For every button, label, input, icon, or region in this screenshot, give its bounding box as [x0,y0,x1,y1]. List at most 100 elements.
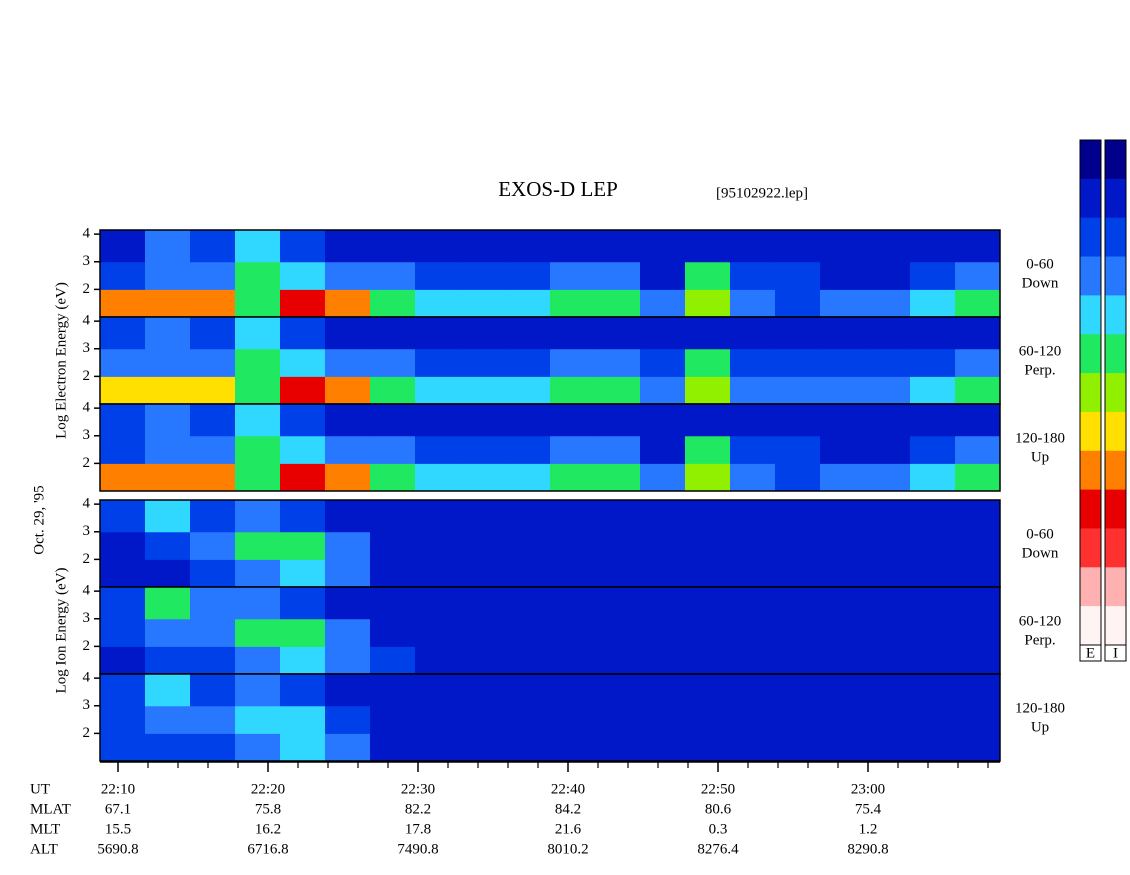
spectrogram-cell [820,317,866,350]
spectrogram-cell [595,348,641,377]
spectrogram-cell [325,289,371,318]
panel-label: Perp. [1024,632,1055,648]
ephemeris-value: 80.6 [705,801,732,817]
spectrogram-cell [775,261,821,290]
panel-label: Perp. [1024,362,1055,378]
spectrogram-cell [415,674,461,707]
colorbar-step [1105,411,1126,452]
spectrogram-cell [865,348,911,377]
spectrogram-cell [865,559,911,588]
spectrogram-cell [685,317,731,350]
spectrogram-cell [550,317,596,350]
spectrogram-cell [685,646,731,675]
panel-label: 60-120 [1019,343,1062,359]
spectrogram-cell [280,674,326,707]
spectrogram-cell [910,261,956,290]
spectrogram-cell [100,733,146,762]
spectrogram-cell [460,559,506,588]
spectrogram-cell [415,404,461,437]
spectrogram-cell [370,261,416,290]
spectrogram-cell [280,404,326,437]
spectrogram-cell [955,230,1001,263]
panel-label: 120-180 [1015,700,1065,716]
spectrogram-cell [550,674,596,707]
spectrogram-cell [955,317,1001,350]
spectrogram-cell [415,348,461,377]
spectrogram-cell [505,705,551,734]
spectrogram-cell [235,317,281,350]
spectrogram-cell [685,674,731,707]
colorbar-step [1105,295,1126,335]
spectrogram-cell [370,404,416,437]
spectrogram-cell [640,674,686,707]
ephemeris-value: 67.1 [105,801,131,817]
spectrogram-cell [550,404,596,437]
spectrogram-cell [640,705,686,734]
spectrogram-cell [595,463,641,492]
colorbar-step [1080,606,1101,646]
spectrogram-cell [190,230,236,263]
ephemeris-value: 21.6 [555,821,582,837]
spectrogram-cell [460,587,506,620]
ephemeris-value: 8010.2 [547,841,588,857]
spectrogram-cell [145,435,191,464]
spectrogram-cell [280,230,326,263]
spectrogram-cell [280,733,326,762]
spectrogram-cell [100,587,146,620]
row-label: MLT [30,821,60,837]
spectrogram-cell [820,674,866,707]
spectrogram-cell [550,705,596,734]
colorbar-step [1080,256,1101,296]
spectrogram-cell [685,559,731,588]
ephemeris-value: 7490.8 [397,841,438,857]
spectrogram-cell [730,289,776,318]
spectrogram-cell [775,587,821,620]
ephemeris-value: 5690.8 [97,841,138,857]
spectrogram-cell [685,733,731,762]
spectrogram-cell [640,463,686,492]
spectrogram-cell [100,317,146,350]
spectrogram-cell [190,646,236,675]
spectrogram-cell [100,531,146,560]
spectrogram-cell [415,435,461,464]
spectrogram-cell [865,376,911,405]
spectrogram-cell [235,404,281,437]
spectrogram-cell [775,348,821,377]
spectrogram-cell [145,559,191,588]
spectrogram-cell [190,261,236,290]
spectrogram-cell [820,733,866,762]
spectrogram-cell [505,618,551,647]
spectrogram-cell [910,230,956,263]
spectrogram-cell [955,705,1001,734]
spectrogram-cell [730,559,776,588]
spectrogram-cell [820,348,866,377]
spectrogram-cell [595,404,641,437]
spectrogram-cell [910,435,956,464]
spectrogram-cell [595,376,641,405]
spectrogram-cell [685,531,731,560]
spectrogram-cell [505,376,551,405]
spectrogram-cell [730,404,776,437]
ephemeris-value: 8290.8 [847,841,888,857]
spectrogram-cell [280,587,326,620]
colorbar-step [1080,489,1101,529]
spectrogram-cell [865,618,911,647]
spectrogram-cell [370,463,416,492]
spectrogram-cell [775,674,821,707]
colorbar-step [1080,178,1101,219]
colorbar-label: E [1086,645,1095,661]
spectrogram-cell [100,289,146,318]
spectrogram-cell [820,705,866,734]
spectrogram-cell [595,261,641,290]
spectrogram-cell [820,500,866,533]
spectrogram-cell [595,646,641,675]
spectrogram-cell [460,261,506,290]
spectrogram-cell [145,463,191,492]
spectrogram-cell [910,674,956,707]
spectrogram-cell [820,261,866,290]
colorbar-step [1105,373,1126,413]
spectrogram-cell [190,435,236,464]
spectrogram-cell [145,733,191,762]
spectrogram-cell [955,376,1001,405]
